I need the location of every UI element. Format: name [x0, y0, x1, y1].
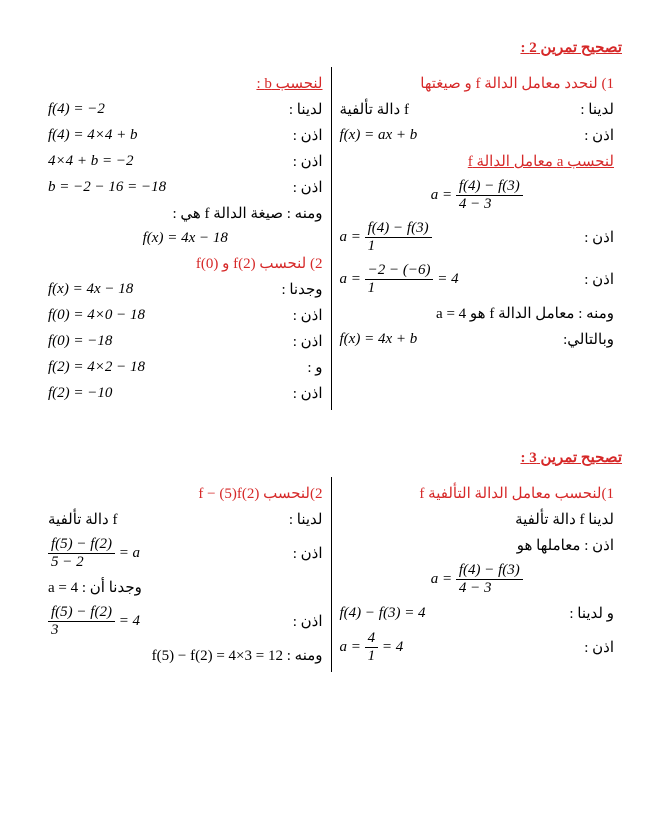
ex3-col-right: 1)لنحسب معامل الدالة التألفية f لدينا f …	[331, 477, 623, 672]
ex2-l-l1: لدينا :f(4) = −2	[48, 100, 323, 119]
ex2-l-l11: اذن :f(2) = −10	[48, 384, 323, 403]
ex2-r-l6: وبالتالي: f(x) = 4x + b	[340, 330, 615, 349]
ex2-l-l4: اذن :b = −2 − 16 = −18	[48, 178, 323, 197]
ex2-r-l1: لدينا : f دالة تألفية	[340, 100, 615, 119]
ex2-title: تصحيح تمرين 2 :	[40, 38, 622, 57]
ex3-col-left: 2)لنحسب (2)f − (5)f لدينا :f دالة تألفية…	[40, 477, 331, 672]
ex3-r-l3: و لدينا :f(4) − f(3) = 4	[340, 604, 615, 623]
ex2-col-left: لنحسب b : لدينا :f(4) = −2 اذن :f(4) = 4…	[40, 67, 331, 410]
ex3-l-l4: اذن : f(5) − f(2)3 = 4	[48, 604, 323, 639]
ex2-l-l6: f(x) = 4x − 18	[48, 230, 323, 247]
ex3-l-l3: وجدنا أن : a = 4	[48, 578, 323, 597]
ex2-l-l8: اذن :f(0) = 4×0 − 18	[48, 306, 323, 325]
ex2-r-l3: اذن : a = f(4) − f(3)1	[340, 220, 615, 255]
ex2-l-l2: اذن :f(4) = 4×4 + b	[48, 126, 323, 145]
ex3-columns: 1)لنحسب معامل الدالة التألفية f لدينا f …	[40, 477, 622, 672]
ex3-title: تصحيح تمرين 3 :	[40, 448, 622, 467]
ex3-l-l2: اذن : f(5) − f(2)5 − 2 = a	[48, 536, 323, 571]
ex3-r-l4: اذن : a = 41 = 4	[340, 630, 615, 665]
ex3-r-l1: لدينا f دالة تألفية	[340, 510, 615, 529]
ex3-frac1: a = f(4) − f(3)4 − 3	[340, 562, 615, 597]
ex2-l-l3: اذن :4×4 + b = −2	[48, 152, 323, 171]
ex3-q2: 2)لنحسب (2)f − (5)f	[48, 484, 323, 503]
ex2-frac1: a = f(4) − f(3)4 − 3	[340, 178, 615, 213]
ex2-l-l7: وجدنا :f(x) = 4x − 18	[48, 280, 323, 299]
ex2-r-l5: ومنه : معامل الدالة f هو a = 4	[340, 304, 615, 323]
ex3-q1: 1)لنحسب معامل الدالة التألفية f	[340, 484, 615, 503]
ex2-sub-a: لنحسب a معامل الدالة f	[340, 152, 615, 171]
ex2-columns: 1) لنحدد معامل الدالة f و صيغتها لدينا :…	[40, 67, 622, 410]
ex2-l-l10: و :f(2) = 4×2 − 18	[48, 358, 323, 377]
ex2-col-right: 1) لنحدد معامل الدالة f و صيغتها لدينا :…	[331, 67, 623, 410]
ex2-q2: 2) لنحسب (2)f و (0)f	[48, 254, 323, 273]
ex2-q1: 1) لنحدد معامل الدالة f و صيغتها	[340, 74, 615, 93]
ex2-sub-b: لنحسب b :	[48, 74, 323, 93]
ex3-l-l1: لدينا :f دالة تألفية	[48, 510, 323, 529]
ex3-r-l2: اذن : معاملها هو	[340, 536, 615, 555]
ex2-l-l9: اذن :f(0) = −18	[48, 332, 323, 351]
ex2-r-l2: اذن : f(x) = ax + b	[340, 126, 615, 145]
ex3-l-l5: ومنه : f(5) − f(2) = 4×3 = 12	[48, 646, 323, 665]
ex2-r-l4: اذن : a = −2 − (−6)1 = 4	[340, 262, 615, 297]
ex2-l-l5: ومنه : صيغة الدالة f هي :	[48, 204, 323, 223]
